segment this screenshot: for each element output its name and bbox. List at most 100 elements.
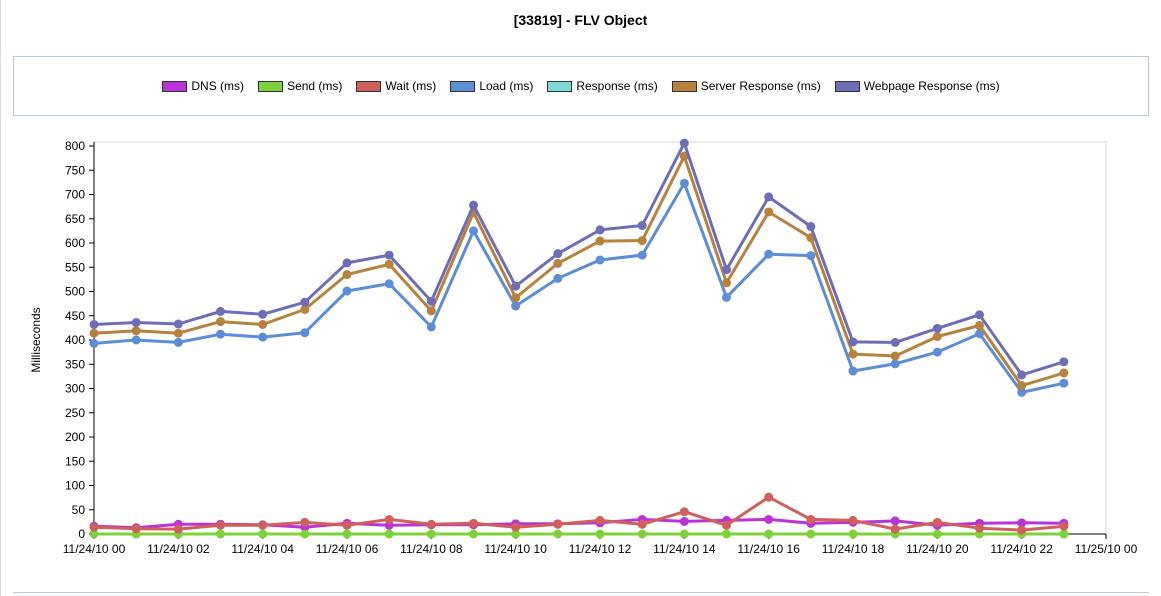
series-point-3 — [722, 292, 731, 302]
series-point-3 — [932, 347, 942, 357]
series-point-2 — [131, 524, 141, 534]
legend-item: Response (ms) — [547, 79, 658, 93]
legend-item: Webpage Response (ms) — [834, 79, 1000, 93]
bottom-divider — [13, 592, 1149, 593]
series-point-2 — [595, 515, 605, 525]
y-tick-label: 150 — [65, 454, 85, 468]
series-point-2 — [806, 514, 816, 524]
legend-label: Server Response (ms) — [700, 79, 821, 93]
series-point-2 — [469, 518, 478, 528]
series-point-5 — [595, 236, 605, 246]
series-point-2 — [1059, 521, 1069, 531]
series-point-2 — [216, 520, 225, 530]
y-tick-label: 450 — [65, 309, 85, 323]
series-line-5 — [93, 154, 1065, 388]
series-point-1 — [258, 529, 268, 539]
legend-swatch — [834, 80, 860, 92]
series-point-1 — [806, 529, 816, 539]
x-tick-label: 11/24/10 02 — [147, 542, 210, 556]
series-point-1 — [469, 529, 478, 539]
x-tick-label: 11/24/10 06 — [316, 542, 379, 556]
y-tick-label: 50 — [72, 503, 86, 517]
series-point-2 — [722, 520, 731, 530]
series-point-1 — [89, 529, 99, 539]
series-point-0 — [679, 516, 689, 526]
x-tick-label: 11/24/10 14 — [653, 542, 716, 556]
legend-label: Load (ms) — [479, 79, 534, 93]
series-point-3 — [553, 273, 563, 283]
series-point-5 — [426, 306, 436, 316]
series-point-6 — [679, 138, 689, 148]
series-point-5 — [637, 236, 647, 246]
legend-swatch — [258, 80, 284, 92]
series-point-3 — [637, 250, 647, 260]
series-point-5 — [384, 259, 394, 269]
series-point-5 — [131, 326, 141, 336]
legend: DNS (ms) Send (ms) Wait (ms) Load (ms) Respo… — [13, 56, 1149, 116]
series-point-1 — [722, 529, 731, 539]
y-tick-label: 100 — [65, 479, 85, 493]
series-point-0 — [764, 514, 774, 524]
x-tick-label: 11/24/10 18 — [822, 542, 885, 556]
series-point-5 — [848, 349, 858, 359]
legend-item: DNS (ms) — [162, 79, 244, 93]
y-tick-label: 0 — [78, 527, 85, 541]
series-point-6 — [553, 249, 563, 259]
series-point-1 — [342, 529, 352, 539]
series-point-6 — [342, 258, 352, 268]
series-point-5 — [89, 328, 99, 338]
chart-plot: 0 50 100 150 200 250 300 350 400 450 500 550 600 650 7… — [29, 138, 1138, 556]
series-point-3 — [426, 322, 436, 332]
y-tick-label: 700 — [65, 188, 85, 202]
legend-label: Webpage Response (ms) — [863, 79, 1000, 93]
series-point-6 — [848, 337, 858, 347]
legend-item: Server Response (ms) — [671, 79, 821, 93]
series-point-6 — [384, 250, 394, 260]
series-point-6 — [1059, 357, 1069, 367]
series-point-6 — [975, 310, 984, 320]
series-point-2 — [300, 517, 310, 527]
series-line-6 — [93, 141, 1065, 377]
series-point-5 — [342, 270, 352, 280]
legend-item: Load (ms) — [450, 79, 533, 93]
y-tick-label: 600 — [65, 236, 85, 250]
series-point-0 — [890, 516, 900, 526]
series-point-2 — [848, 515, 858, 525]
series-point-2 — [553, 519, 563, 529]
x-tick-label: 11/24/10 00 — [63, 542, 126, 556]
x-tick-label: 11/25/10 00 — [1075, 542, 1138, 556]
series-point-3 — [258, 332, 268, 342]
series-point-6 — [511, 281, 521, 291]
y-tick-label: 750 — [65, 163, 85, 177]
series-point-3 — [848, 366, 858, 376]
series-point-3 — [890, 359, 900, 369]
series-point-3 — [342, 286, 352, 296]
legend-label: Wait (ms) — [385, 79, 437, 93]
legend-label: Response (ms) — [576, 79, 658, 93]
legend-item: Send (ms) — [258, 79, 342, 93]
y-tick-label: 350 — [65, 357, 85, 371]
series-point-3 — [131, 335, 141, 345]
series-point-1 — [679, 529, 689, 539]
series-point-6 — [469, 200, 478, 210]
series-point-2 — [89, 522, 99, 532]
series-point-6 — [637, 221, 647, 231]
series-point-3 — [679, 178, 689, 188]
series-point-3 — [1059, 378, 1069, 388]
y-tick-label: 550 — [65, 260, 85, 274]
series-point-6 — [722, 265, 731, 275]
y-tick-label: 650 — [65, 212, 85, 226]
x-tick-label: 11/24/10 12 — [569, 542, 632, 556]
series-point-3 — [384, 279, 394, 289]
x-tick-label: 11/24/10 10 — [484, 542, 547, 556]
y-tick-label: 400 — [65, 333, 85, 347]
series-point-3 — [469, 226, 478, 236]
series-point-5 — [722, 278, 731, 288]
series-point-2 — [258, 520, 268, 530]
series-point-2 — [426, 519, 436, 529]
series-point-5 — [1059, 368, 1069, 378]
y-axis-label: Milliseconds — [29, 307, 43, 372]
series-point-1 — [932, 529, 942, 539]
series-point-3 — [216, 329, 225, 339]
